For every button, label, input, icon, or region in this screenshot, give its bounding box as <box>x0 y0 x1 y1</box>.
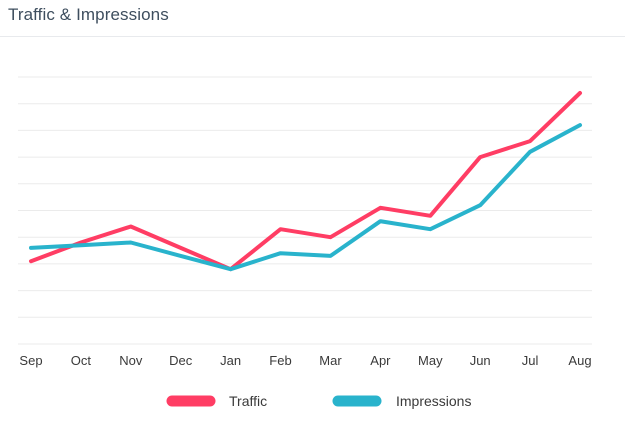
x-axis-tick-labels: Sep Oct Nov Dec Jan Feb Mar Apr May Jun Jul Aug <box>19 353 591 368</box>
x-tick-label: Sep <box>19 353 42 368</box>
x-tick-label: Aug <box>568 353 591 368</box>
series-line-impressions <box>29 123 582 272</box>
gridlines <box>18 76 592 345</box>
x-tick-label: Jul <box>522 353 539 368</box>
x-tick-label: Jun <box>470 353 491 368</box>
x-tick-label: Mar <box>319 353 342 368</box>
legend: Traffic Impressions <box>166 393 471 409</box>
x-tick-label: Oct <box>71 353 92 368</box>
x-tick-label: Apr <box>370 353 391 368</box>
legend-label-impressions: Impressions <box>396 393 471 409</box>
x-tick-label: Feb <box>269 353 291 368</box>
x-tick-label: May <box>418 353 443 368</box>
x-tick-label: Dec <box>169 353 193 368</box>
chart-title: Traffic & Impressions <box>8 5 169 24</box>
x-tick-label: Nov <box>119 353 143 368</box>
series-lines <box>29 91 582 272</box>
widget-header: Traffic & Impressions <box>0 0 625 37</box>
series-line-traffic <box>29 91 582 272</box>
legend-label-traffic: Traffic <box>229 393 267 409</box>
x-tick-label: Jan <box>220 353 241 368</box>
